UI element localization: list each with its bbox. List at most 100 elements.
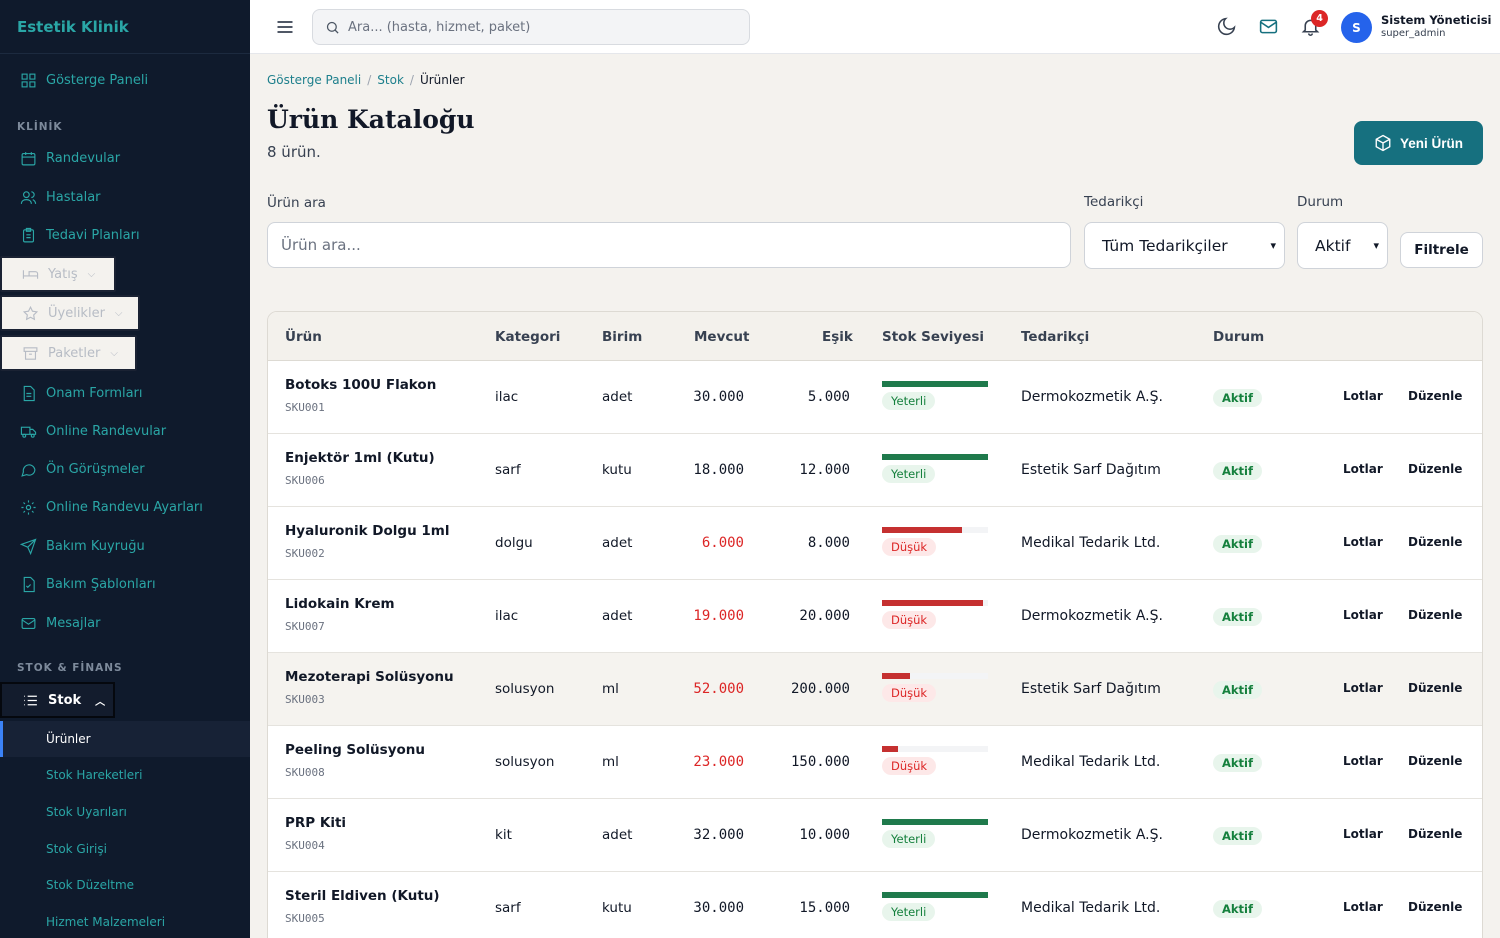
sidebar-item-hospitalization[interactable]: Yatış ⌵ [0,256,116,292]
product-sku: SKU008 [285,766,325,779]
product-name[interactable]: Peeling Solüsyonu [285,742,426,758]
sidebar-subitem-products[interactable]: Ürünler [0,721,250,757]
dashboard-grid-icon [19,71,37,89]
document-icon [19,384,37,402]
column-header-category[interactable]: Kategori [495,329,561,345]
column-header-threshold[interactable]: Eşik [822,329,853,345]
stock-level-bar [882,746,988,752]
lots-button[interactable]: Lotlar [1343,389,1383,403]
sidebar-item-dashboard[interactable]: Gösterge Paneli [0,62,148,98]
table-row[interactable]: Lidokain Krem SKU007 ilac adet 19.000 20.000 D… [268,580,1482,653]
column-header-product[interactable]: Ürün [285,329,322,345]
column-header-supplier[interactable]: Tedarikçi [1021,329,1090,345]
column-header-unit[interactable]: Birim [602,329,643,345]
sidebar-item-messages[interactable]: Mesajlar [0,605,101,641]
current-stock: 19.000 [693,608,744,624]
current-stock: 18.000 [693,462,744,478]
filter-button[interactable]: Filtrele [1400,232,1483,268]
sidebar-item-consent-forms[interactable]: Onam Formları [0,375,143,411]
supplier-select[interactable]: Tüm Tedarikçiler ▾ [1084,222,1285,269]
product-name[interactable]: Enjektör 1ml (Kutu) [285,450,435,466]
column-header-status[interactable]: Durum [1213,329,1265,345]
sidebar-subitem-stock-alerts[interactable]: Stok Uyarıları [46,805,127,819]
product-name[interactable]: Botoks 100U Flakon [285,377,437,393]
sidebar-item-label: Yatış [48,266,78,282]
archive-icon [21,344,39,362]
section-label-stock-finance: STOK & FİNANS [17,662,123,674]
lots-button[interactable]: Lotlar [1343,535,1383,549]
stock-level-badge: Yeterli [882,465,936,483]
sidebar-item-packages[interactable]: Paketler ⌵ [0,335,137,371]
edit-button[interactable]: Düzenle [1408,462,1463,476]
global-search-input[interactable] [348,19,728,35]
breadcrumb: Gösterge Paneli / Stok / Ürünler [267,73,465,87]
moon-icon[interactable] [1216,16,1238,38]
breadcrumb-home[interactable]: Gösterge Paneli [267,73,362,87]
table-row[interactable]: Botoks 100U Flakon SKU001 ilac adet 30.000 5.… [268,361,1482,434]
edit-button[interactable]: Düzenle [1408,535,1463,549]
new-product-button[interactable]: Yeni Ürün [1354,121,1483,165]
search-icon [326,21,339,34]
edit-button[interactable]: Düzenle [1408,608,1463,622]
table-row[interactable]: Mezoterapi Solüsyonu SKU003 solusyon ml 52.0… [268,653,1482,726]
lots-button[interactable]: Lotlar [1343,900,1383,914]
table-row[interactable]: Peeling Solüsyonu SKU008 solusyon ml 23.000 1… [268,726,1482,799]
edit-button[interactable]: Düzenle [1408,900,1463,914]
sidebar: Estetik Klinik Gösterge Paneli KLİNİK Ra… [0,0,250,938]
table-row[interactable]: Steril Eldiven (Kutu) SKU005 sarf kutu 30.00… [268,872,1482,938]
sidebar-item-stock[interactable]: Stok ︿ [0,682,115,718]
product-name[interactable]: Steril Eldiven (Kutu) [285,888,440,904]
breadcrumb-separator: / [367,73,372,87]
stock-level-bar [882,892,988,898]
edit-button[interactable]: Düzenle [1408,754,1463,768]
sidebar-item-pre-consultations[interactable]: Ön Görüşmeler [0,451,145,487]
breadcrumb-stock[interactable]: Stok [377,73,404,87]
chevron-down-icon: ⌵ [110,347,118,359]
sidebar-subitem-stock-movements[interactable]: Stok Hareketleri [46,768,143,782]
edit-button[interactable]: Düzenle [1408,389,1463,403]
sidebar-item-appointments[interactable]: Randevular [0,140,120,176]
sidebar-item-care-templates[interactable]: Bakım Şablonları [0,566,156,602]
stock-level-bar [882,673,988,679]
sidebar-item-care-queue[interactable]: Bakım Kuyruğu [0,528,145,564]
sidebar-item-label: Ön Görüşmeler [46,461,145,477]
mail-icon [19,614,37,632]
mail-icon[interactable] [1258,16,1280,38]
sidebar-item-treatment-plans[interactable]: Tedavi Planları [0,217,140,253]
product-search-input[interactable] [267,222,1071,268]
sidebar-subitem-service-materials[interactable]: Hizmet Malzemeleri [46,915,166,929]
global-search[interactable] [312,9,750,45]
lots-button[interactable]: Lotlar [1343,827,1383,841]
sidebar-item-online-appointments[interactable]: Online Randevular [0,413,166,449]
lots-button[interactable]: Lotlar [1343,681,1383,695]
status-badge: Aktif [1213,608,1262,626]
stock-level-badge: Düşük [882,611,937,629]
edit-button[interactable]: Düzenle [1408,827,1463,841]
sidebar-item-label: Tedavi Planları [46,227,140,243]
sidebar-item-label: Online Randevular [46,423,167,439]
status-select[interactable]: Aktif ▾ [1297,222,1388,269]
lots-button[interactable]: Lotlar [1343,754,1383,768]
product-name[interactable]: PRP Kiti [285,815,347,831]
table-row[interactable]: Enjektör 1ml (Kutu) SKU006 sarf kutu 18.000 1… [268,434,1482,507]
chevron-down-icon: ▾ [1270,239,1276,252]
edit-button[interactable]: Düzenle [1408,681,1463,695]
column-header-stock-level[interactable]: Stok Seviyesi [882,329,985,345]
sidebar-subitem-stock-entry[interactable]: Stok Girişi [46,842,107,856]
avatar[interactable]: S [1341,12,1372,43]
product-name[interactable]: Hyaluronik Dolgu 1ml [285,523,450,539]
brand-logo[interactable]: Estetik Klinik [0,0,250,54]
sidebar-item-patients[interactable]: Hastalar [0,179,101,215]
sidebar-item-memberships[interactable]: Üyelikler ⌵ [0,295,140,331]
lots-button[interactable]: Lotlar [1343,608,1383,622]
sidebar-item-online-appointment-settings[interactable]: Online Randevu Ayarları [0,489,203,525]
menu-icon[interactable] [275,17,295,37]
table-row[interactable]: PRP Kiti SKU004 kit adet 32.000 10.000 Yeterli… [268,799,1482,872]
table-row[interactable]: Hyaluronik Dolgu 1ml SKU002 dolgu adet 6.000… [268,507,1482,580]
sidebar-subitem-stock-adjustment[interactable]: Stok Düzeltme [46,878,135,892]
product-search-label: Ürün ara [267,195,326,211]
lots-button[interactable]: Lotlar [1343,462,1383,476]
column-header-current[interactable]: Mevcut [694,329,750,345]
product-name[interactable]: Lidokain Krem [285,596,395,612]
product-name[interactable]: Mezoterapi Solüsyonu [285,669,454,685]
